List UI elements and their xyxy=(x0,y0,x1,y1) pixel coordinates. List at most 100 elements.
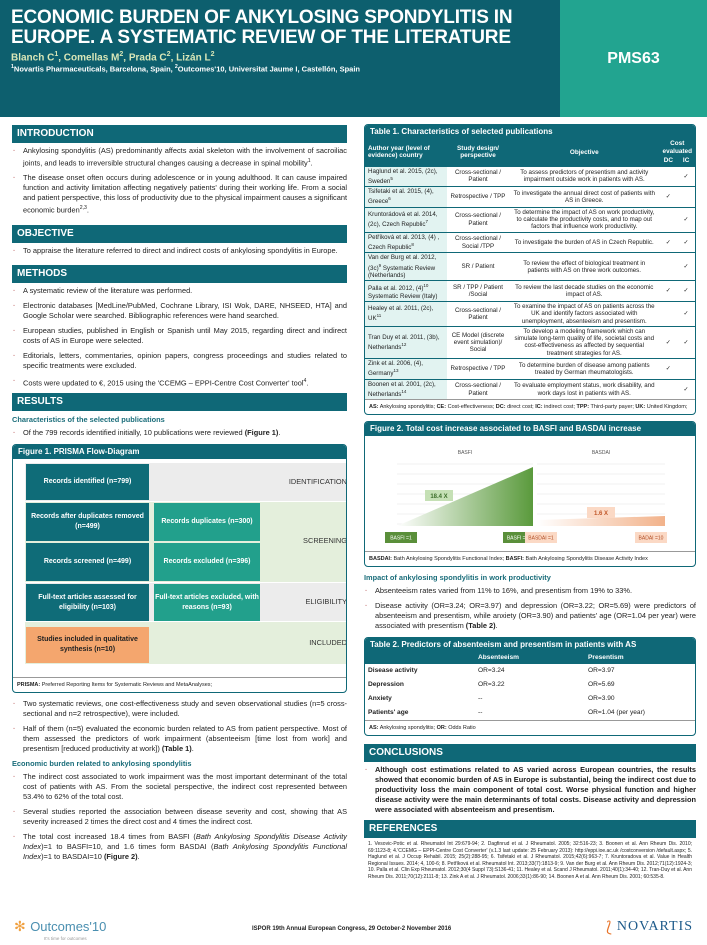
bullet-item: A systematic review of the literature wa… xyxy=(12,286,347,296)
bullet-item: Costs were updated to €, 2015 using the … xyxy=(12,376,347,388)
text-segment: Electronic databases [MedLine/PubMed, Co… xyxy=(23,300,347,320)
cell-ic xyxy=(677,358,695,380)
text-segment: . xyxy=(306,378,309,388)
box-screened: Records screened (n=499) xyxy=(26,543,149,582)
col-presentism: Presentism xyxy=(585,652,695,665)
text-segment: Odds Ratio xyxy=(446,725,476,732)
check-icon: ✓ xyxy=(665,338,671,346)
subheading-work-productivity: Impact of ankylosing spondylitis in work… xyxy=(364,573,551,583)
results-bullets-4: Absenteeism rates varied from 11% to 16%… xyxy=(364,586,696,631)
text-segment: Bath Ankylosing Spondylitis Functional I… xyxy=(391,556,506,563)
figure-2-title: Figure 2. Total cost increase associated… xyxy=(365,422,695,437)
cell-ic: ✓ xyxy=(677,300,695,327)
bullet-item: Several studies reported the association… xyxy=(12,807,347,827)
cell-dc xyxy=(659,300,678,327)
figure-2-note: BASDAI: Bath Ankylosing Spondylitis Func… xyxy=(365,551,695,566)
text-segment: . xyxy=(278,428,281,438)
cell-dc: ✓ xyxy=(659,280,678,302)
affiliations: 1Novartis Pharmaceuticals, Barcelona, Sp… xyxy=(11,64,560,74)
box-duplicates: Records duplicates (n=300) xyxy=(154,503,260,542)
table-row: Boonen et al. 2001, (2c), Netherlands14 … xyxy=(365,378,695,400)
multiplier-label-bg xyxy=(587,507,615,519)
cell-objective: To assess predictors of presentism and a… xyxy=(509,165,660,187)
text-segment: . xyxy=(137,852,140,862)
box-excluded: Records excluded (n=396) xyxy=(154,543,260,582)
table-row: Anxiety -- OR=3.90 xyxy=(365,692,695,706)
text-segment: The total cost increased 18.4 times from… xyxy=(23,832,196,842)
check-icon: ✓ xyxy=(683,310,689,318)
cell-author: Tran Duy et al. 2011, (3b), Netherlands1… xyxy=(365,325,447,359)
text-segment: . xyxy=(310,158,313,168)
table-row: Petříková et al. 2013, (4) , Czech Repub… xyxy=(365,231,695,253)
text-segment: Several studies reported the association… xyxy=(23,807,347,827)
multiplier-label-bg xyxy=(425,490,453,502)
box-records-identified: Records identified (n=799) xyxy=(26,464,149,501)
text-segment: Blanch C xyxy=(11,52,55,64)
table-1-title: Table 1. Characteristics of selected pub… xyxy=(365,125,695,139)
superscript: 2 xyxy=(119,51,124,58)
figure-1-title: Figure 1. PRISMA Flow-Diagram xyxy=(13,445,346,460)
axis-label-bg xyxy=(503,532,535,544)
text-segment: DC: xyxy=(495,404,506,411)
table-row: Kruntorádová et al. 2014, (2c), Czech Re… xyxy=(365,206,695,233)
authors: Blanch C1, Comellas M2, Prada C2, Lizán … xyxy=(11,51,560,63)
text-segment: , Prada C xyxy=(123,52,167,64)
cell-objective: To review the last decade studies on the… xyxy=(509,280,660,302)
superscript: 2,3 xyxy=(79,205,87,212)
right-column: Table 1. Characteristics of selected pub… xyxy=(364,124,696,880)
cell-ic: ✓ xyxy=(677,280,695,302)
poster-header: ECONOMIC BURDEN OF ANKYLOSING SPONDYLITI… xyxy=(0,0,560,117)
superscript: 1 xyxy=(11,64,14,71)
text-segment: OR: xyxy=(436,725,447,732)
box-fulltext-assessed: Full-text articles assessed for eligibil… xyxy=(26,584,149,622)
col-blank xyxy=(365,652,475,665)
table-row: Van der Burg et al. 2012, (3c)9 Systemat… xyxy=(365,252,695,281)
bullet-item: Of the 799 records identified initially,… xyxy=(12,428,347,438)
check-icon: ✓ xyxy=(665,238,671,246)
table-1: Table 1. Characteristics of selected pub… xyxy=(364,124,696,416)
col-design: Study design/ perspective xyxy=(447,139,509,166)
novartis-logo: ⟅ NOVARTIS xyxy=(606,918,693,936)
cell-value: OR=3.22 xyxy=(478,681,505,689)
axis-label-bg xyxy=(525,532,557,544)
cell-objective: To investigate the burden of AS in Czech… xyxy=(509,231,660,253)
text-segment: Bath Ankylosing Spondylitis Functional I… xyxy=(23,842,347,862)
cell-author: Boonen et al. 2001, (2c), Netherlands14 xyxy=(365,378,447,400)
cell-dc xyxy=(659,252,678,281)
text-segment: The indirect cost associated to work imp… xyxy=(23,772,347,802)
text-segment: (Table 1) xyxy=(161,744,192,754)
text-segment: Although cost estimations related to AS … xyxy=(375,765,696,815)
text-segment: Ankylosing spondylitis (AS) predominantl… xyxy=(23,146,347,168)
cell-ic: ✓ xyxy=(677,165,695,187)
cell-design: Retrospective / TPP xyxy=(447,186,509,208)
cell-ic: ✓ xyxy=(677,231,695,253)
logo-text: Outcomes'10 xyxy=(30,919,107,934)
axis-label: BASDAI =1 xyxy=(528,536,554,542)
text-segment: To appraise the literature referred to d… xyxy=(23,245,338,255)
table-1-note: AS: Ankylosing spondylitis; CE: Cost-eff… xyxy=(365,399,695,414)
cell-ic: ✓ xyxy=(677,206,695,233)
novartis-flame-icon: ⟅ xyxy=(606,919,612,936)
cell-ic: ✓ xyxy=(677,252,695,281)
table-row: Palla et al. 2012, (4)10 Systematic Revi… xyxy=(365,280,695,302)
figure-1-prisma: Figure 1. PRISMA Flow-Diagram IDENTIFICA… xyxy=(12,444,347,694)
cell-label: Depression xyxy=(368,681,404,689)
cell-value: OR=3.24 xyxy=(478,667,505,675)
bullet-item: Ankylosing spondylitis (AS) predominantl… xyxy=(12,146,347,168)
text-segment: . xyxy=(191,744,194,754)
text-segment: Of the 799 records identified initially,… xyxy=(23,428,245,438)
left-column: INTRODUCTION Ankylosing spondylitis (AS)… xyxy=(12,125,347,867)
table-row: Haglund et al. 2015, (2c), Sweden5 Cross… xyxy=(365,165,695,187)
note-abbrev: PRISMA: xyxy=(17,682,41,689)
stage-label: INCLUDED xyxy=(309,638,347,648)
text-segment: Disease activity (OR=3.24; OR=3.97) and … xyxy=(375,601,696,631)
subheading-characteristics: Characteristics of the selected publicat… xyxy=(12,415,165,425)
cell-author: Healey et al. 2011, (2c), UK11 xyxy=(365,300,447,327)
bullet-item: Although cost estimations related to AS … xyxy=(364,765,696,815)
axis-label: BASFI =1 xyxy=(390,536,412,542)
text-segment: Third-party payer; xyxy=(589,404,636,411)
check-icon: ✓ xyxy=(683,263,689,271)
bullet-item: The disease onset often occurs during ad… xyxy=(12,173,347,215)
text-segment: . xyxy=(86,205,89,215)
cell-design: Cross-sectional / Patient xyxy=(447,165,509,187)
